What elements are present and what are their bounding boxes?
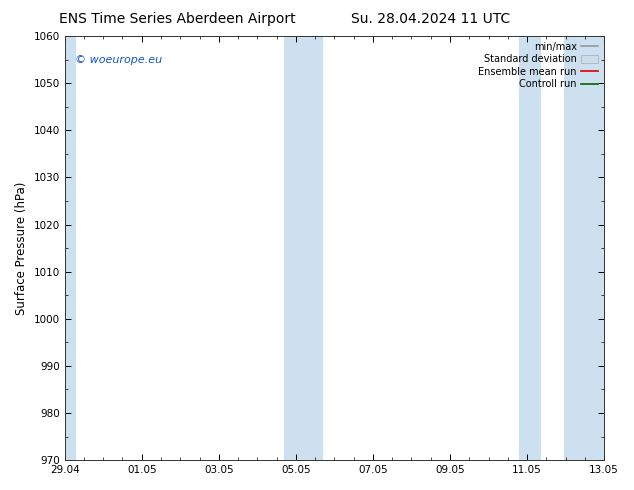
Text: ENS Time Series Aberdeen Airport: ENS Time Series Aberdeen Airport xyxy=(59,12,296,26)
Bar xyxy=(519,36,541,460)
Text: Su. 28.04.2024 11 UTC: Su. 28.04.2024 11 UTC xyxy=(351,12,511,26)
Y-axis label: Surface Pressure (hPa): Surface Pressure (hPa) xyxy=(15,181,28,315)
Bar xyxy=(63,36,76,460)
Bar xyxy=(284,36,323,460)
Legend: min/max, Standard deviation, Ensemble mean run, Controll run: min/max, Standard deviation, Ensemble me… xyxy=(474,38,602,93)
Bar xyxy=(564,36,606,460)
Text: © woeurope.eu: © woeurope.eu xyxy=(75,55,162,65)
